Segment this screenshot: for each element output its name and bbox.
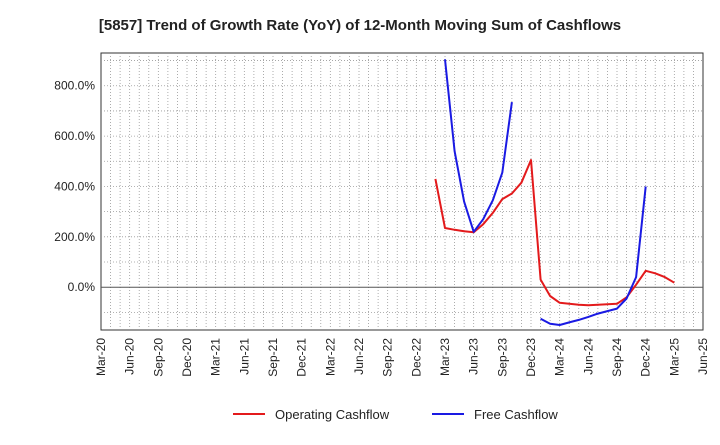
x-tick-label: Dec-22 [409,338,423,377]
x-tick-label: Sep-21 [266,338,280,377]
grid-layer [100,52,704,331]
x-tick-label: Sep-20 [151,338,165,377]
series-line-free-cashflow [540,186,647,326]
plot-area [100,52,704,331]
x-tick-label: Mar-23 [438,338,452,376]
x-tick-label: Jun-25 [696,338,710,375]
x-tick-label: Dec-23 [524,338,538,377]
legend-label: Operating Cashflow [275,407,390,422]
x-tick-label: Jun-23 [467,338,481,375]
series-layer [434,59,675,326]
y-tick-label: 400.0% [54,179,95,193]
series-line-free-cashflow [444,59,513,233]
x-tick-label: Jun-20 [123,338,137,375]
x-tick-label: Dec-20 [180,338,194,377]
x-tick-label: Jun-21 [237,338,251,375]
x-tick-label: Dec-24 [639,338,653,377]
x-tick-label: Sep-24 [610,338,624,377]
legend-label: Free Cashflow [474,407,558,422]
chart-title: [5857] Trend of Growth Rate (YoY) of 12-… [99,17,621,34]
x-tick-label: Dec-21 [295,338,309,377]
legend: Operating Cashflow Free Cashflow [233,407,558,422]
x-tick-label: Mar-20 [94,338,108,376]
x-tick-label: Mar-22 [323,338,337,376]
x-tick-label: Jun-22 [352,338,366,375]
x-tick-label: Sep-23 [495,338,509,377]
x-tick-label: Mar-24 [553,338,567,376]
axis-layer: 0.0% 200.0% 400.0% 600.0% 800.0% Mar-20 Jun-20… [54,79,710,377]
x-tick-label: Sep-22 [381,338,395,377]
y-tick-label: 0.0% [68,280,96,294]
x-tick-label: Mar-25 [667,338,681,376]
y-tick-label: 600.0% [54,129,95,143]
x-tick-label: Mar-21 [209,338,223,376]
x-tick-label: Jun-24 [581,338,595,375]
y-tick-label: 200.0% [54,230,95,244]
y-tick-label: 800.0% [54,79,95,93]
